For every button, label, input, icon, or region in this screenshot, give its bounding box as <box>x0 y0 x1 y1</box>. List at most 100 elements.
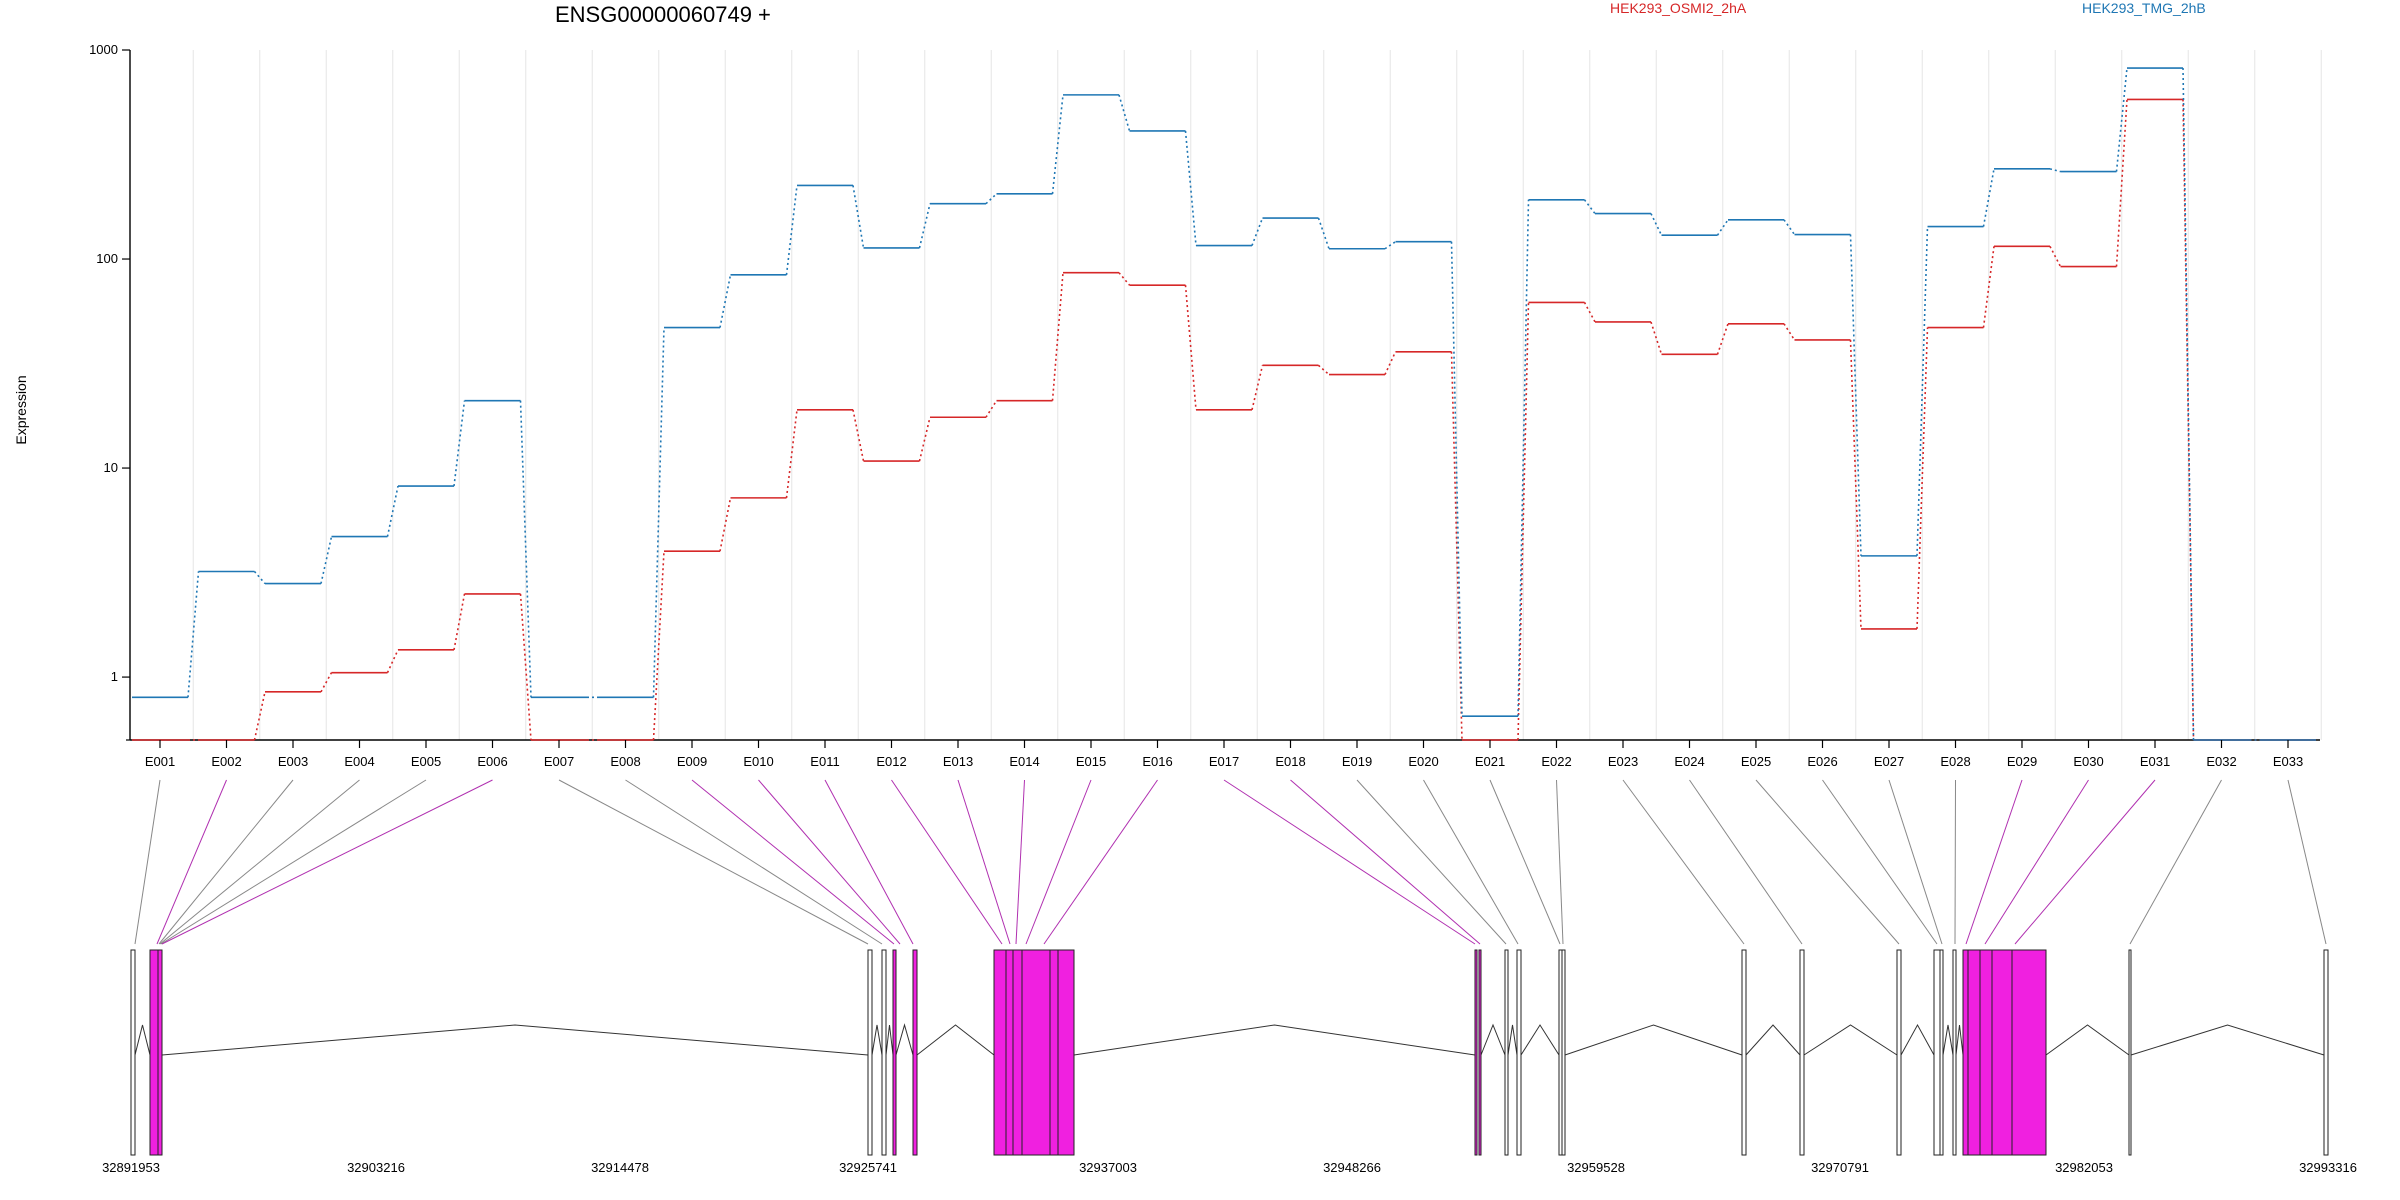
exon-block <box>1952 949 1957 1156</box>
legend-series-1: HEK293_OSMI2_2hA <box>1610 0 1747 16</box>
map-line-e007 <box>558 779 869 945</box>
map-line-e015 <box>1025 779 1092 945</box>
map-line-e004 <box>159 779 360 945</box>
y-axis-label: Expression <box>13 375 29 444</box>
intron <box>1745 1024 1801 1056</box>
series-2-connector <box>386 485 399 537</box>
series-1-connector <box>1184 285 1197 410</box>
coordinate-label: 32937003 <box>1079 1160 1137 1175</box>
exon-block-highlighted <box>993 949 1007 1156</box>
series-2-connector <box>1384 241 1396 250</box>
exon-block-highlighted <box>1049 949 1059 1156</box>
series-lines <box>132 67 2316 741</box>
intron <box>1900 1023 1935 1056</box>
x-tick-label-e020: E020 <box>1408 754 1438 769</box>
chart-title: ENSG00000060749 + <box>555 2 771 27</box>
exon-mapping-lines <box>134 779 2327 945</box>
series-1-connector <box>1583 302 1596 323</box>
x-tick-label-e032: E032 <box>2206 754 2236 769</box>
x-tick-label-e019: E019 <box>1342 754 1372 769</box>
series-2-connector <box>2115 67 2128 172</box>
exon-block <box>2323 949 2329 1156</box>
coordinate-label: 32982053 <box>2055 1160 2113 1175</box>
x-tick-label-e026: E026 <box>1807 754 1837 769</box>
x-tick-label-e010: E010 <box>743 754 773 769</box>
map-line-e031 <box>2014 779 2156 945</box>
y-tick-label: 1 <box>111 669 118 684</box>
map-line-e013 <box>957 779 1011 945</box>
map-line-e008 <box>625 779 883 945</box>
map-line-e014 <box>1015 779 1025 945</box>
coordinate-label: 32993316 <box>2299 1160 2357 1175</box>
series-2-connector <box>1849 234 1862 556</box>
coordinate-label: 32914478 <box>591 1160 649 1175</box>
legend-series-2: HEK293_TMG_2hB <box>2082 0 2206 16</box>
exon-block <box>1896 949 1902 1156</box>
x-tick-label-e003: E003 <box>278 754 308 769</box>
exon-block <box>2128 949 2132 1156</box>
x-tick-label-e014: E014 <box>1009 754 1039 769</box>
exon-block <box>1516 949 1522 1156</box>
intron <box>871 1024 883 1056</box>
series-1-connector <box>1982 246 1995 328</box>
exon-block <box>867 949 873 1156</box>
series-1-connector <box>386 649 399 673</box>
x-tick-label-e011: E011 <box>810 754 839 769</box>
x-tick-label-e006: E006 <box>477 754 507 769</box>
series-2-connector <box>852 185 865 249</box>
intron <box>1480 1023 1506 1056</box>
map-line-e022 <box>1556 779 1564 945</box>
exon-block <box>130 949 136 1156</box>
series-2-connector <box>1118 94 1131 132</box>
map-line-e033 <box>2287 779 2327 945</box>
exon-block <box>1939 949 1944 1156</box>
x-tick-label-e022: E022 <box>1541 754 1571 769</box>
map-line-e021 <box>1489 779 1561 945</box>
map-line-e025 <box>1755 779 1900 945</box>
series-2-connector <box>1716 219 1729 236</box>
series-2 <box>132 67 2316 741</box>
exon-block-highlighted <box>1967 949 1981 1156</box>
series-2-connector <box>187 571 200 698</box>
y-tick-label: 1000 <box>89 42 118 57</box>
exon-block <box>1504 949 1509 1156</box>
x-tick-label-e028: E028 <box>1940 754 1970 769</box>
exon-block-highlighted <box>1991 949 2013 1156</box>
series-2-connector <box>1517 199 1530 717</box>
series-2-connector <box>320 536 333 584</box>
x-tick-label-e002: E002 <box>211 754 241 769</box>
series-1-connector <box>1317 364 1330 376</box>
exon-block-highlighted <box>1057 949 1075 1156</box>
series-2-connector <box>1650 213 1663 236</box>
intron <box>134 1024 151 1056</box>
map-line-e019 <box>1356 779 1507 945</box>
x-tick-label-e009: E009 <box>677 754 707 769</box>
series-1-connector <box>320 672 333 693</box>
series-2-connector <box>1783 219 1796 235</box>
exon-block-highlighted <box>149 949 159 1156</box>
map-line-e018 <box>1290 779 1481 945</box>
x-tick-label-e016: E016 <box>1142 754 1172 769</box>
x-tick-label-e008: E008 <box>610 754 640 769</box>
map-line-e010 <box>758 779 901 945</box>
x-tick-label-e025: E025 <box>1741 754 1771 769</box>
series-1-connector <box>1650 321 1663 355</box>
map-line-e012 <box>891 779 1003 945</box>
x-tick-label-e021: E021 <box>1475 754 1505 769</box>
intron <box>1507 1024 1518 1056</box>
exon-block <box>1561 949 1566 1156</box>
intron <box>1803 1024 1898 1056</box>
map-line-e003 <box>158 779 294 945</box>
exon-block-highlighted <box>1962 949 1969 1156</box>
exon-block-highlighted <box>1021 949 1051 1156</box>
series-1-connector <box>1916 327 1929 629</box>
intron <box>1520 1024 1560 1056</box>
series-2-connector <box>1051 94 1064 194</box>
exon-block <box>1799 949 1805 1156</box>
series-1-connector <box>253 691 266 741</box>
series-1-connector <box>2049 245 2062 267</box>
exon-block-highlighted <box>2011 949 2047 1156</box>
plot-grid <box>192 50 2322 740</box>
x-tick-label-e004: E004 <box>344 754 374 769</box>
